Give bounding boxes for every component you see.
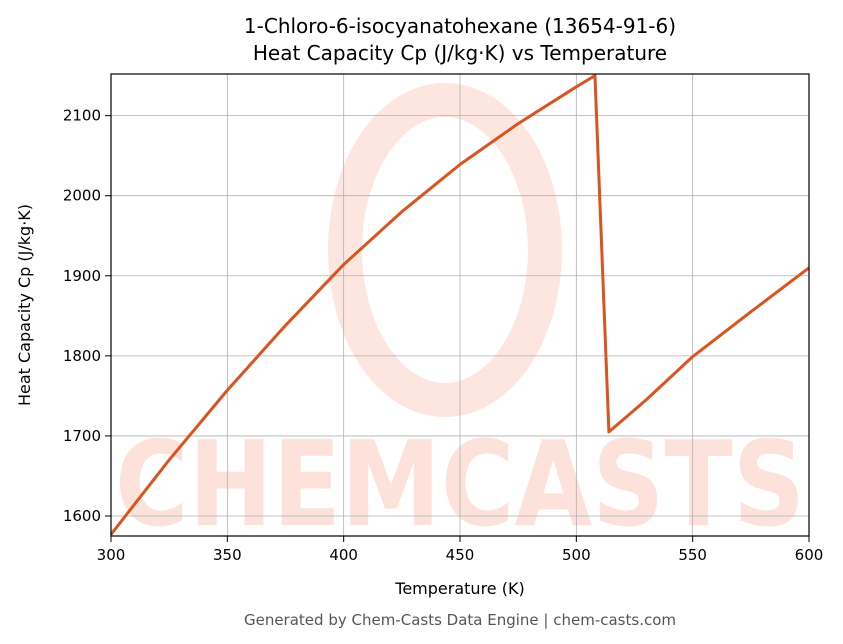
x-tick-label: 350 <box>213 546 242 564</box>
x-tick-label: 600 <box>795 546 824 564</box>
data-line <box>109 74 810 536</box>
chart-title: 1-Chloro-6-isocyanatohexane (13654-91-6) <box>244 14 676 38</box>
x-tick-label: 450 <box>446 546 475 564</box>
x-tick-label: 550 <box>678 546 707 564</box>
footer: Generated by Chem-Casts Data Engine | ch… <box>244 611 676 629</box>
watermark-logo <box>328 83 562 417</box>
x-axis-label: Temperature (K) <box>394 579 524 598</box>
y-tick-label: 2000 <box>63 187 101 205</box>
chart-subtitle: Heat Capacity Cp (J/kg·K) vs Temperature <box>253 41 667 65</box>
y-tick-label: 1800 <box>63 347 101 365</box>
y-tick-label: 1700 <box>63 427 101 445</box>
y-tick-label: 1900 <box>63 267 101 285</box>
y-axis-label: Heat Capacity Cp (J/kg·K) <box>15 204 34 406</box>
plot-frame <box>110 73 810 537</box>
x-tick-label: 400 <box>329 546 358 564</box>
y-tick-label: 1600 <box>63 507 101 525</box>
x-tick-label: 500 <box>562 546 591 564</box>
y-tick-label: 2100 <box>63 107 101 125</box>
x-tick-label: 300 <box>97 546 126 564</box>
